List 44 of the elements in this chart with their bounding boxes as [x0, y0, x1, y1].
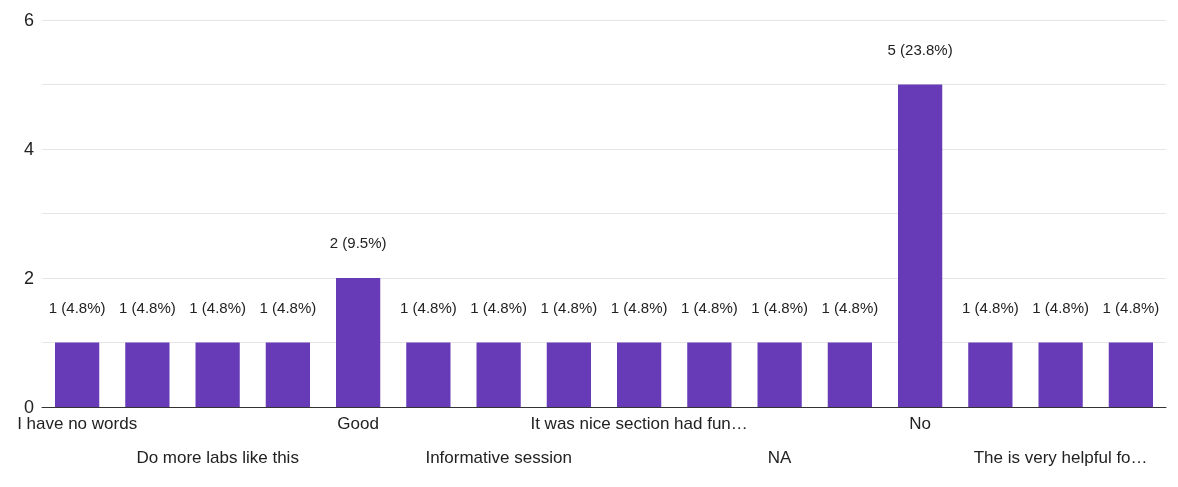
- bar: [195, 342, 240, 407]
- bar: [687, 342, 732, 407]
- bar: [827, 342, 872, 407]
- data-label: 1 (4.8%): [540, 298, 598, 316]
- x-tick-label: NA: [767, 448, 793, 467]
- bar: [1108, 342, 1153, 407]
- bar: [546, 342, 591, 407]
- bar: [617, 342, 662, 407]
- bar: [406, 342, 451, 407]
- bar: [55, 342, 100, 407]
- data-label: 5 (23.8%): [887, 40, 953, 58]
- data-label: 1 (4.8%): [821, 298, 879, 316]
- x-tick-label: Good: [337, 414, 379, 433]
- x-tick-label: No: [909, 414, 931, 433]
- y-tick-label: 6: [23, 10, 34, 30]
- bar: [757, 342, 802, 407]
- x-tick-label: I have no words: [17, 414, 138, 433]
- bar: [476, 342, 521, 407]
- bar: [265, 342, 310, 407]
- data-label: 1 (4.8%): [400, 298, 457, 316]
- x-tick-label: The is very helpful fo…: [973, 448, 1148, 467]
- bar: [1038, 342, 1083, 407]
- data-label: 1 (4.8%): [1032, 298, 1089, 316]
- bar: [125, 342, 170, 407]
- data-label: 1 (4.8%): [119, 298, 176, 316]
- data-label: 1 (4.8%): [259, 298, 317, 316]
- y-tick-label: 0: [23, 397, 34, 417]
- data-label: 1 (4.8%): [189, 298, 246, 316]
- x-tick-label: It was nice section had fun…: [530, 414, 748, 433]
- y-tick-label: 2: [23, 268, 34, 288]
- data-label: 1 (4.8%): [610, 298, 668, 316]
- y-tick-label: 4: [23, 139, 34, 159]
- data-label: 1 (4.8%): [470, 298, 527, 316]
- bar: [336, 278, 381, 407]
- data-label: 1 (4.8%): [1102, 298, 1160, 316]
- bar: [898, 84, 943, 407]
- data-label: 1 (4.8%): [48, 298, 106, 316]
- x-tick-label: Informative session: [425, 448, 572, 467]
- data-label: 1 (4.8%): [962, 298, 1019, 316]
- bar: [968, 342, 1013, 407]
- x-tick-label: Do more labs like this: [136, 448, 299, 467]
- data-label: 1 (4.8%): [681, 298, 738, 316]
- data-label: 2 (9.5%): [329, 234, 387, 251]
- data-label: 1 (4.8%): [751, 298, 808, 316]
